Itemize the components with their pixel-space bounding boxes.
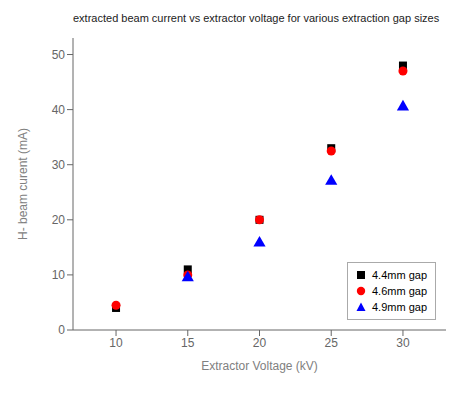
svg-text:0: 0 (58, 323, 65, 337)
svg-text:10: 10 (109, 336, 123, 350)
svg-text:H- beam curent (mA): H- beam curent (mA) (16, 128, 30, 240)
svg-text:20: 20 (52, 213, 66, 227)
svg-text:50: 50 (52, 48, 66, 62)
html-text:extracted beam current vs extr: extracted beam current vs extractor volt… (73, 12, 440, 24)
html-text:4.9mm gap: 4.9mm gap (372, 301, 427, 313)
svg-text:40: 40 (52, 103, 66, 117)
svg-text:15: 15 (181, 336, 195, 350)
svg-text:25: 25 (325, 336, 339, 350)
svg-text:20: 20 (253, 336, 267, 350)
html-text:4.4mm gap: 4.4mm gap (372, 269, 427, 281)
svg-text:Extractor Voltage (kV): Extractor Voltage (kV) (201, 359, 318, 373)
svg-text:10: 10 (52, 268, 66, 282)
svg-text:30: 30 (396, 336, 410, 350)
svg-text:30: 30 (52, 158, 66, 172)
html-text:4.6mm gap: 4.6mm gap (372, 285, 427, 297)
